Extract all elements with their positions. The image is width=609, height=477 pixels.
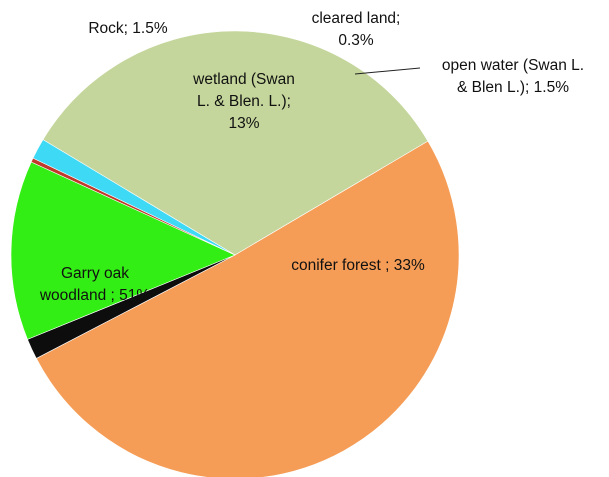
label-line: 0.3% bbox=[338, 32, 374, 49]
slice-garry-oak-woodland bbox=[35, 140, 460, 477]
label-conifer-forest: conifer forest ; 33% bbox=[291, 257, 425, 274]
pie-slices bbox=[10, 30, 460, 477]
label-cleared-land: cleared land; 0.3% bbox=[312, 10, 401, 49]
open-water-leader-line bbox=[354, 67, 421, 75]
slice-open-water-swan-l-blen-l bbox=[32, 139, 236, 256]
label-line: woodland ; 51% bbox=[39, 287, 151, 304]
label-garry-oak-woodland: Garry oak woodland ; 51% bbox=[39, 265, 151, 304]
slice-wetland-swan-l-blen-l bbox=[10, 161, 236, 340]
label-line: & Blen L.); 1.5% bbox=[457, 79, 569, 96]
label-line: Garry oak bbox=[61, 265, 129, 282]
label-line: open water (Swan L. bbox=[442, 57, 584, 74]
label-line: cleared land; bbox=[312, 10, 401, 27]
label-rock: Rock; 1.5% bbox=[88, 20, 167, 37]
label-line: L. & Blen. L.); bbox=[197, 93, 291, 110]
label-line: wetland (Swan bbox=[192, 71, 295, 88]
label-line: 13% bbox=[228, 115, 259, 132]
label-wetland-swan-l-blen-l: wetland (Swan L. & Blen. L.); 13% bbox=[192, 71, 295, 132]
slice-conifer-forest bbox=[42, 30, 429, 256]
label-open-water-swan-l-blen-l: open water (Swan L. & Blen L.); 1.5% bbox=[442, 57, 584, 96]
label-line: conifer forest ; 33% bbox=[291, 257, 425, 274]
label-line: Rock; 1.5% bbox=[88, 20, 167, 37]
pie-labels: conifer forest ; 33% Garry oak woodland ; … bbox=[39, 10, 584, 304]
